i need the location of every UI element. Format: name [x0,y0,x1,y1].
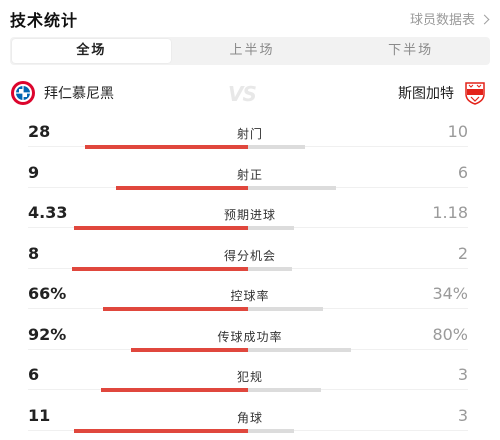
teams-row: 拜仁慕尼黑 VS 斯图加特 [0,76,500,110]
stat-row: 11 角球 3 [0,406,500,440]
player-stats-link-label: 球员数据表 [409,13,475,28]
stat-row: 4.33 预期进球 1.18 [0,203,500,243]
stat-label: 射门 [236,127,263,141]
away-stat-value: 1.18 [432,203,468,222]
home-stat-bar [131,347,248,352]
away-team-logo-icon [465,82,485,105]
away-stat-bar [248,388,321,392]
tab-second-half[interactable]: 下半场 [388,43,434,58]
home-stat-value: 8 [28,243,40,263]
home-stat-value: 28 [28,122,51,141]
home-stat-bar [116,185,248,190]
away-stat-bar [248,185,336,190]
stat-row: 92% 传球成功率 80% [0,325,500,365]
home-stat-bar [74,428,248,433]
away-stat-bar [248,347,351,352]
stat-row: 66% 控球率 34% [0,284,500,324]
away-stat-bar [248,266,292,271]
stat-label: 得分机会 [223,248,276,263]
stat-row: 28 射门 10 [0,122,500,162]
away-team-name: 斯图加特 [398,86,454,102]
home-team[interactable]: 拜仁慕尼黑 [10,80,114,106]
home-stat-bar [74,226,248,230]
stat-label: 角球 [236,410,263,425]
away-stat-value: 34% [432,284,468,303]
away-stat-bar [248,226,294,230]
home-stat-bar [101,388,248,392]
away-stat-value: 3 [457,365,468,384]
away-team[interactable]: 斯图加特 [398,80,488,106]
away-stat-bar [248,307,323,311]
home-stat-value: 92% [28,324,67,344]
home-stat-value: 4.33 [28,203,68,222]
away-stat-bar [248,145,305,149]
stat-label: 传球成功率 [217,329,283,344]
home-stat-value: 9 [28,162,40,182]
stat-label: 射正 [236,167,263,182]
stat-row: 6 犯规 3 [0,365,500,405]
away-stat-value: 2 [457,243,468,263]
away-stat-value: 6 [457,162,468,182]
stat-label: 控球率 [230,289,270,303]
stat-label: 犯规 [236,370,263,384]
away-stat-value: 10 [447,122,468,141]
player-stats-link[interactable]: 球员数据表 [409,9,490,28]
home-stat-value: 66% [28,284,67,303]
tab-first-half[interactable]: 上半场 [229,43,275,58]
home-stat-bar [85,145,248,149]
home-stat-value: 11 [28,405,51,425]
header: 技术统计 球员数据表 [0,0,500,36]
away-stat-value: 3 [457,405,468,425]
tab-full-match[interactable]: 全场 [12,39,171,63]
away-stat-bar [248,428,294,433]
home-stat-value: 6 [28,365,40,384]
stat-row: 8 得分机会 2 [0,244,500,284]
page-title: 技术统计 [10,11,79,30]
home-stat-bar [72,266,248,271]
chevron-right-icon [479,14,490,24]
home-stat-bar [103,307,248,311]
home-team-name: 拜仁慕尼黑 [44,86,114,102]
stat-row: 9 射正 6 [0,163,500,203]
home-team-logo-icon [11,81,35,105]
away-stat-value: 80% [432,324,468,344]
vs-label: VS [228,82,257,106]
stat-label: 预期进球 [223,208,276,222]
period-tabs: 全场 上半场 下半场 [10,37,490,65]
